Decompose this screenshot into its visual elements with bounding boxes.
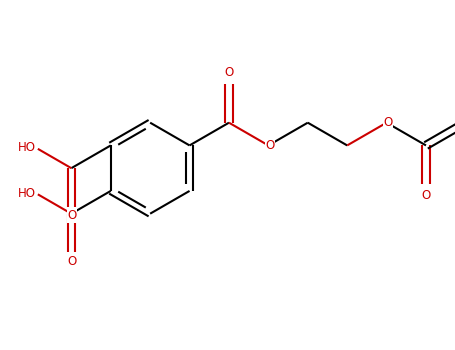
Text: O: O (421, 189, 430, 202)
Text: O: O (383, 116, 393, 129)
Text: O: O (265, 139, 274, 152)
Text: HO: HO (18, 141, 35, 154)
Text: O: O (224, 66, 233, 79)
Text: O: O (68, 255, 77, 268)
Text: O: O (68, 209, 77, 222)
Text: HO: HO (18, 187, 35, 200)
